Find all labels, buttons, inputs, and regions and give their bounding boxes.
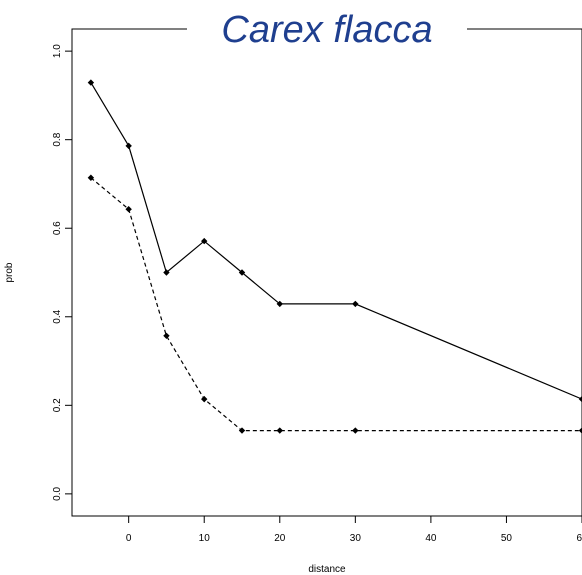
series-layer <box>87 79 582 434</box>
solid-series-point <box>201 237 208 245</box>
chart-title: Carex flacca <box>221 9 432 51</box>
dashed-series-point <box>276 427 283 434</box>
y-tick-label: 0.8 <box>52 132 63 146</box>
y-tick-label: 0.2 <box>52 398 63 412</box>
dashed-series-point <box>352 427 359 434</box>
title-background <box>187 21 467 37</box>
x-axis: 0 10 20 30 40 50 60 <box>126 516 582 544</box>
dashed-series-point <box>87 174 95 181</box>
dashed-series-point <box>238 427 246 434</box>
solid-series-line <box>90 82 582 400</box>
y-tick-label: 0.0 <box>52 486 63 500</box>
y-axis: 0.0 0.2 0.4 0.6 0.8 1.0 <box>52 44 72 501</box>
y-axis-title: prob <box>4 262 15 282</box>
plot-frame <box>71 28 582 517</box>
y-tick-label: 0.6 <box>52 221 63 235</box>
x-tick-label: 30 <box>350 533 362 544</box>
dashed-series-point <box>163 332 170 340</box>
solid-series-point <box>238 269 246 276</box>
solid-series-point <box>276 300 283 308</box>
x-axis-title: distance <box>308 564 346 575</box>
solid-series-point <box>125 142 132 150</box>
dashed-series-point <box>201 395 208 403</box>
solid-series-point <box>87 79 95 86</box>
x-tick-label: 50 <box>501 533 513 544</box>
y-tick-label: 0.4 <box>52 309 63 323</box>
x-tick-label: 10 <box>199 533 211 544</box>
solid-series-point <box>163 269 170 276</box>
x-tick-label: 0 <box>126 533 132 544</box>
x-tick-label: 20 <box>274 533 286 544</box>
x-tick-label: 40 <box>425 533 437 544</box>
dashed-series-line <box>90 177 582 432</box>
dashed-series-point <box>578 427 582 434</box>
dashed-series-point <box>125 205 132 213</box>
plot-border <box>71 28 582 517</box>
solid-series-point <box>578 395 582 403</box>
x-tick-label: 60 <box>576 533 582 544</box>
solid-series-point <box>352 300 359 308</box>
y-tick-label: 1.0 <box>52 44 63 58</box>
